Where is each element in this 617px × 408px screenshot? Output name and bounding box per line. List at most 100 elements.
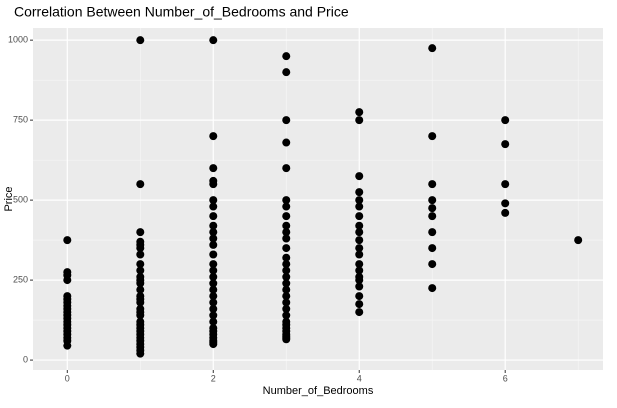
point: [209, 298, 218, 307]
point: [282, 221, 291, 230]
x-tick-label: 6: [503, 373, 508, 383]
point: [209, 202, 218, 211]
point: [63, 341, 72, 350]
point: [355, 236, 364, 245]
point: [209, 317, 218, 326]
point: [355, 276, 364, 285]
point: [355, 250, 364, 259]
point: [209, 311, 218, 320]
point: [209, 272, 218, 281]
point: [355, 116, 364, 125]
point: [136, 349, 145, 358]
point: [282, 298, 291, 307]
y-tick-label: 500: [13, 194, 28, 204]
point: [355, 172, 364, 181]
point: [501, 140, 510, 149]
point: [428, 180, 437, 189]
point: [428, 228, 437, 237]
point: [428, 244, 437, 253]
point: [136, 244, 145, 253]
point: [136, 250, 145, 259]
point: [282, 196, 291, 205]
point: [355, 300, 364, 309]
point: [63, 276, 72, 285]
point: [355, 266, 364, 275]
point: [428, 132, 437, 141]
point: [355, 308, 364, 317]
point: [355, 108, 364, 117]
x-tick-label: 0: [65, 373, 70, 383]
point: [136, 298, 145, 307]
point: [282, 260, 291, 269]
point: [282, 279, 291, 288]
point: [282, 272, 291, 281]
point: [428, 284, 437, 293]
point: [282, 116, 291, 125]
y-axis-title: Price: [3, 186, 15, 211]
point: [355, 212, 364, 221]
point: [355, 188, 364, 197]
point: [282, 164, 291, 173]
point: [428, 44, 437, 53]
point: [282, 52, 291, 61]
point: [355, 260, 364, 269]
point: [282, 234, 291, 243]
point: [501, 208, 510, 217]
point: [209, 260, 218, 269]
point: [428, 260, 437, 269]
point: [209, 292, 218, 301]
point: [282, 202, 291, 211]
point: [282, 212, 291, 221]
point: [209, 36, 218, 45]
point: [209, 212, 218, 221]
point: [282, 138, 291, 147]
point: [501, 180, 510, 189]
point: [501, 199, 510, 208]
point: [428, 204, 437, 213]
point: [282, 335, 291, 344]
point: [209, 228, 218, 237]
point: [136, 279, 145, 288]
point: [209, 240, 218, 249]
point: [282, 228, 291, 237]
point: [209, 304, 218, 313]
point: [136, 311, 145, 320]
panel: [33, 28, 603, 370]
point: [136, 228, 145, 237]
point: [282, 266, 291, 275]
point: [209, 221, 218, 230]
point: [282, 311, 291, 320]
point: [282, 253, 291, 262]
point: [209, 180, 218, 189]
chart-title: Correlation Between Number_of_Bedrooms a…: [14, 4, 349, 20]
point: [136, 36, 145, 45]
point: [282, 292, 291, 301]
point: [209, 164, 218, 173]
point: [355, 202, 364, 211]
point: [209, 279, 218, 288]
point: [209, 340, 218, 349]
y-tick-label: 1000: [8, 35, 28, 45]
point: [282, 68, 291, 77]
point: [136, 260, 145, 269]
point: [136, 285, 145, 294]
point: [282, 304, 291, 313]
point: [428, 212, 437, 221]
point: [209, 234, 218, 243]
y-tick-label: 750: [13, 115, 28, 125]
point: [136, 266, 145, 275]
x-tick-label: 4: [357, 373, 362, 383]
point: [501, 116, 510, 125]
point: [355, 196, 364, 205]
point: [355, 282, 364, 291]
x-tick-label: 2: [211, 373, 216, 383]
point: [209, 266, 218, 275]
point: [355, 292, 364, 301]
point: [355, 228, 364, 237]
point: [355, 244, 364, 253]
point: [209, 250, 218, 259]
y-tick-label: 0: [23, 354, 28, 364]
point: [282, 285, 291, 294]
